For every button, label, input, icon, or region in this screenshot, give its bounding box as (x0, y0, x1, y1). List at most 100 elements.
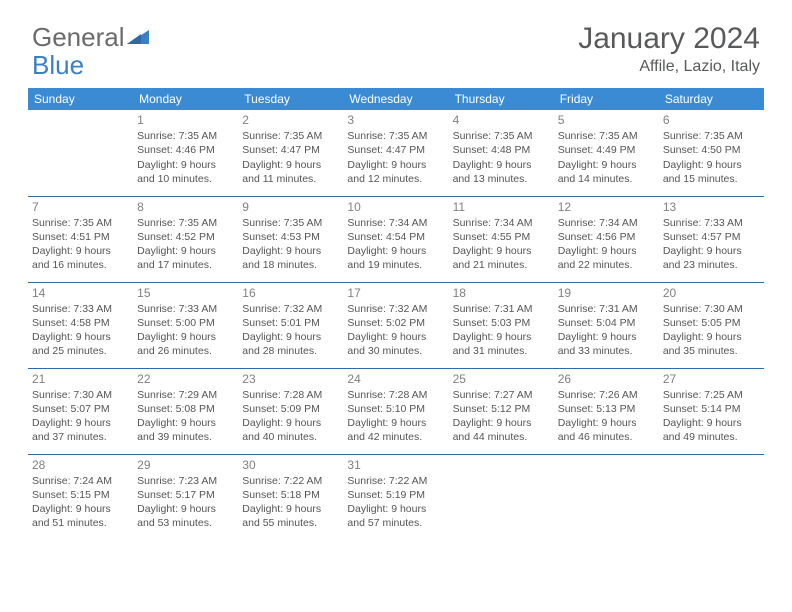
daylight-text: Daylight: 9 hours and 40 minutes. (242, 416, 339, 444)
daylight-text: Daylight: 9 hours and 21 minutes. (453, 244, 550, 272)
calendar-cell: 9Sunrise: 7:35 AMSunset: 4:53 PMDaylight… (238, 196, 343, 282)
sunset-text: Sunset: 4:46 PM (137, 143, 234, 157)
sunset-text: Sunset: 4:55 PM (453, 230, 550, 244)
daylight-text: Daylight: 9 hours and 42 minutes. (347, 416, 444, 444)
calendar-cell (659, 454, 764, 540)
weekday-header: Wednesday (343, 88, 448, 110)
daylight-text: Daylight: 9 hours and 33 minutes. (558, 330, 655, 358)
sunset-text: Sunset: 4:47 PM (242, 143, 339, 157)
logo-triangle-icon (127, 22, 149, 53)
calendar-cell (28, 110, 133, 196)
weekday-header: Saturday (659, 88, 764, 110)
sunset-text: Sunset: 5:01 PM (242, 316, 339, 330)
sunrise-text: Sunrise: 7:22 AM (242, 474, 339, 488)
calendar-cell: 13Sunrise: 7:33 AMSunset: 4:57 PMDayligh… (659, 196, 764, 282)
sunrise-text: Sunrise: 7:33 AM (137, 302, 234, 316)
sunset-text: Sunset: 5:02 PM (347, 316, 444, 330)
weekday-header-row: Sunday Monday Tuesday Wednesday Thursday… (28, 88, 764, 110)
calendar-cell: 7Sunrise: 7:35 AMSunset: 4:51 PMDaylight… (28, 196, 133, 282)
sunrise-text: Sunrise: 7:32 AM (242, 302, 339, 316)
sunset-text: Sunset: 5:12 PM (453, 402, 550, 416)
day-number: 30 (242, 457, 339, 473)
sunrise-text: Sunrise: 7:35 AM (242, 216, 339, 230)
calendar-cell: 29Sunrise: 7:23 AMSunset: 5:17 PMDayligh… (133, 454, 238, 540)
calendar-cell: 17Sunrise: 7:32 AMSunset: 5:02 PMDayligh… (343, 282, 448, 368)
title-block: January 2024 Affile, Lazio, Italy (578, 22, 760, 76)
sunset-text: Sunset: 5:08 PM (137, 402, 234, 416)
sunset-text: Sunset: 4:49 PM (558, 143, 655, 157)
day-number: 13 (663, 199, 760, 215)
daylight-text: Daylight: 9 hours and 35 minutes. (663, 330, 760, 358)
sunrise-text: Sunrise: 7:35 AM (558, 129, 655, 143)
daylight-text: Daylight: 9 hours and 53 minutes. (137, 502, 234, 530)
daylight-text: Daylight: 9 hours and 28 minutes. (242, 330, 339, 358)
weekday-header: Monday (133, 88, 238, 110)
day-number: 2 (242, 112, 339, 128)
day-number: 6 (663, 112, 760, 128)
calendar-table: Sunday Monday Tuesday Wednesday Thursday… (28, 88, 764, 540)
sunrise-text: Sunrise: 7:35 AM (137, 216, 234, 230)
calendar-cell: 19Sunrise: 7:31 AMSunset: 5:04 PMDayligh… (554, 282, 659, 368)
weekday-header: Tuesday (238, 88, 343, 110)
calendar-cell: 20Sunrise: 7:30 AMSunset: 5:05 PMDayligh… (659, 282, 764, 368)
calendar-cell: 23Sunrise: 7:28 AMSunset: 5:09 PMDayligh… (238, 368, 343, 454)
sunset-text: Sunset: 5:04 PM (558, 316, 655, 330)
sunset-text: Sunset: 4:56 PM (558, 230, 655, 244)
sunrise-text: Sunrise: 7:34 AM (347, 216, 444, 230)
day-number: 8 (137, 199, 234, 215)
sunrise-text: Sunrise: 7:26 AM (558, 388, 655, 402)
daylight-text: Daylight: 9 hours and 12 minutes. (347, 158, 444, 186)
calendar-cell: 4Sunrise: 7:35 AMSunset: 4:48 PMDaylight… (449, 110, 554, 196)
calendar-cell: 30Sunrise: 7:22 AMSunset: 5:18 PMDayligh… (238, 454, 343, 540)
sunrise-text: Sunrise: 7:35 AM (347, 129, 444, 143)
sunrise-text: Sunrise: 7:30 AM (663, 302, 760, 316)
day-number: 14 (32, 285, 129, 301)
sunrise-text: Sunrise: 7:25 AM (663, 388, 760, 402)
daylight-text: Daylight: 9 hours and 55 minutes. (242, 502, 339, 530)
daylight-text: Daylight: 9 hours and 25 minutes. (32, 330, 129, 358)
daylight-text: Daylight: 9 hours and 51 minutes. (32, 502, 129, 530)
daylight-text: Daylight: 9 hours and 49 minutes. (663, 416, 760, 444)
calendar-row: 14Sunrise: 7:33 AMSunset: 4:58 PMDayligh… (28, 282, 764, 368)
sunset-text: Sunset: 4:58 PM (32, 316, 129, 330)
calendar-cell: 3Sunrise: 7:35 AMSunset: 4:47 PMDaylight… (343, 110, 448, 196)
daylight-text: Daylight: 9 hours and 19 minutes. (347, 244, 444, 272)
calendar-cell: 5Sunrise: 7:35 AMSunset: 4:49 PMDaylight… (554, 110, 659, 196)
sunset-text: Sunset: 4:54 PM (347, 230, 444, 244)
daylight-text: Daylight: 9 hours and 23 minutes. (663, 244, 760, 272)
sunset-text: Sunset: 5:13 PM (558, 402, 655, 416)
sunrise-text: Sunrise: 7:28 AM (242, 388, 339, 402)
sunset-text: Sunset: 4:51 PM (32, 230, 129, 244)
calendar-cell: 21Sunrise: 7:30 AMSunset: 5:07 PMDayligh… (28, 368, 133, 454)
logo-text-1: General (32, 22, 125, 53)
daylight-text: Daylight: 9 hours and 30 minutes. (347, 330, 444, 358)
day-number: 5 (558, 112, 655, 128)
sunset-text: Sunset: 5:00 PM (137, 316, 234, 330)
sunset-text: Sunset: 5:09 PM (242, 402, 339, 416)
sunrise-text: Sunrise: 7:35 AM (242, 129, 339, 143)
sunset-text: Sunset: 5:10 PM (347, 402, 444, 416)
sunrise-text: Sunrise: 7:35 AM (137, 129, 234, 143)
daylight-text: Daylight: 9 hours and 17 minutes. (137, 244, 234, 272)
sunrise-text: Sunrise: 7:29 AM (137, 388, 234, 402)
day-number: 16 (242, 285, 339, 301)
sunrise-text: Sunrise: 7:31 AM (558, 302, 655, 316)
daylight-text: Daylight: 9 hours and 44 minutes. (453, 416, 550, 444)
daylight-text: Daylight: 9 hours and 15 minutes. (663, 158, 760, 186)
sunset-text: Sunset: 4:57 PM (663, 230, 760, 244)
sunrise-text: Sunrise: 7:33 AM (663, 216, 760, 230)
day-number: 31 (347, 457, 444, 473)
weekday-header: Thursday (449, 88, 554, 110)
calendar-row: 7Sunrise: 7:35 AMSunset: 4:51 PMDaylight… (28, 196, 764, 282)
sunrise-text: Sunrise: 7:35 AM (32, 216, 129, 230)
daylight-text: Daylight: 9 hours and 37 minutes. (32, 416, 129, 444)
sunrise-text: Sunrise: 7:32 AM (347, 302, 444, 316)
day-number: 26 (558, 371, 655, 387)
location-subtitle: Affile, Lazio, Italy (578, 58, 760, 76)
daylight-text: Daylight: 9 hours and 18 minutes. (242, 244, 339, 272)
calendar-cell: 22Sunrise: 7:29 AMSunset: 5:08 PMDayligh… (133, 368, 238, 454)
calendar-cell: 28Sunrise: 7:24 AMSunset: 5:15 PMDayligh… (28, 454, 133, 540)
day-number: 21 (32, 371, 129, 387)
daylight-text: Daylight: 9 hours and 13 minutes. (453, 158, 550, 186)
day-number: 23 (242, 371, 339, 387)
